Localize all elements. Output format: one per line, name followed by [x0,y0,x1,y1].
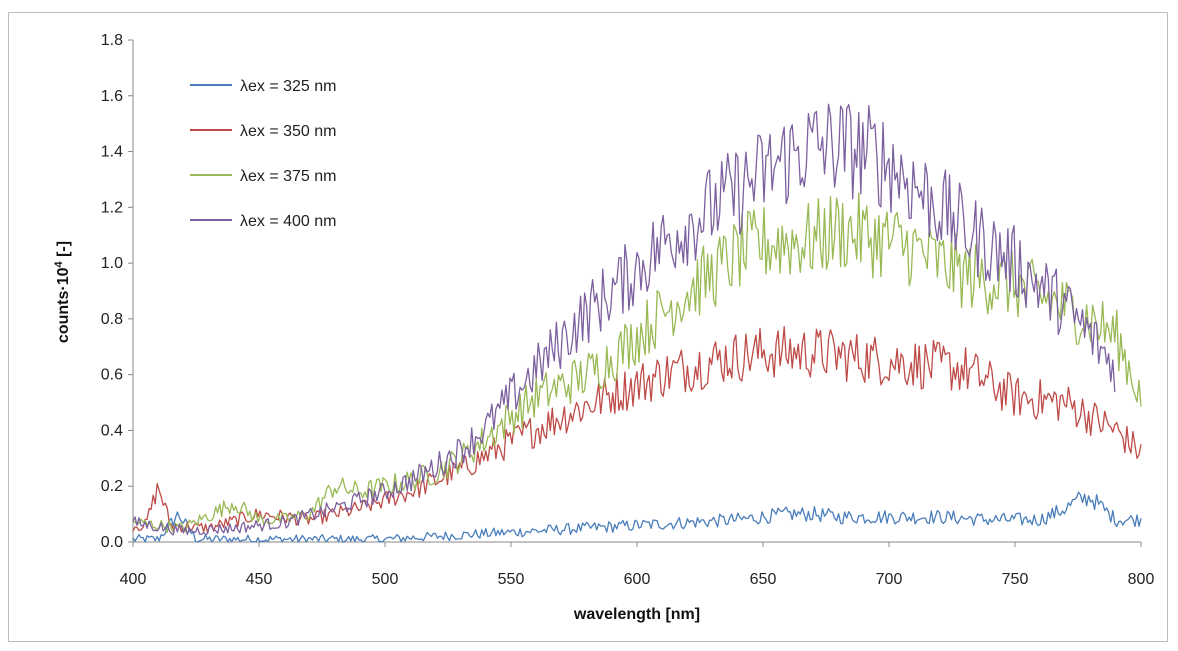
series-line-3 [132,192,1142,534]
y-tick-label: 1.8 [101,32,123,49]
y-tick-label: 0.0 [101,534,123,551]
x-tick-label: 650 [750,571,777,588]
y-axis-title: counts·104 [-] [53,241,72,343]
y-tick-label: 0.8 [101,311,123,328]
series-line-1 [132,491,1142,543]
series-layer [132,103,1142,543]
series-line-4 [132,103,1116,536]
x-tick-label: 550 [498,571,525,588]
x-tick-label: 800 [1128,571,1155,588]
axes [132,40,1141,543]
legend-label: λex = 375 nm [240,168,337,185]
legend-label: λex = 400 nm [240,213,337,230]
x-tick-label: 400 [120,571,147,588]
y-ticks: 0.0 0.2 0.4 0.6 0.8 1.0 1.2 1.4 1.6 1.8 [101,32,133,551]
x-tick-label: 500 [372,571,399,588]
x-axis-title: wavelength [nm] [573,606,700,623]
legend-label: λex = 350 nm [240,123,337,140]
y-tick-label: 0.2 [101,478,123,495]
y-tick-label: 0.4 [101,422,123,439]
x-tick-label: 700 [876,571,903,588]
x-tick-label: 600 [624,571,651,588]
y-tick-label: 1.0 [101,255,123,272]
y-tick-label: 1.4 [101,144,123,161]
y-tick-label: 1.2 [101,199,123,216]
y-axis-title-exponent: 4 [53,260,65,267]
legend: λex = 325 nm λex = 350 nm λex = 375 nm λex … [190,78,337,230]
x-ticks: 400 450 500 550 600 650 700 750 800 [120,542,1155,588]
x-tick-label: 450 [246,571,273,588]
x-tick-label: 750 [1002,571,1029,588]
y-axis-title-main: counts·10 [55,267,72,343]
y-tick-label: 0.6 [101,367,123,384]
series-line-2 [132,325,1142,534]
legend-label: λex = 325 nm [240,78,337,95]
chart-frame [8,12,1168,642]
y-axis-title-unit: [-] [55,241,72,261]
y-tick-label: 1.6 [101,88,123,105]
